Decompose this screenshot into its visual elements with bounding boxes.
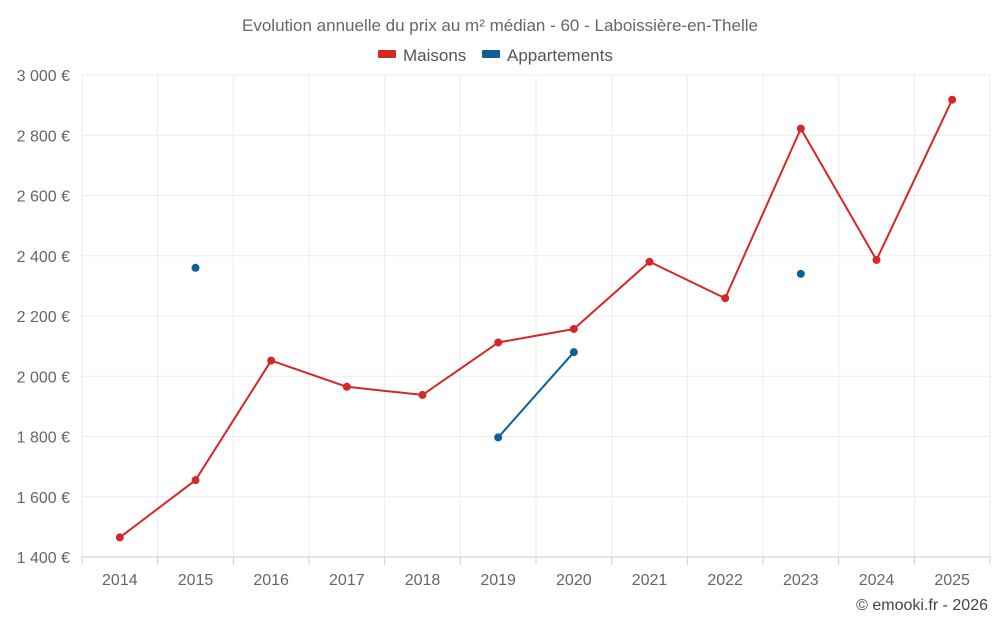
y-tick-label: 1 800 € — [17, 430, 70, 447]
legend-swatch-appartements — [482, 50, 500, 58]
data-point-maisons-2014[interactable] — [115, 533, 124, 542]
x-tick-label: 2014 — [102, 572, 138, 589]
plot-area — [115, 95, 957, 542]
series-line-segment-appartements — [497, 351, 575, 439]
series-line-segment-maisons — [421, 341, 499, 396]
data-point-maisons-2025[interactable] — [948, 95, 957, 104]
x-tick-label: 2015 — [178, 572, 214, 589]
data-point-maisons-2020[interactable] — [569, 324, 578, 333]
data-point-appartements-2023[interactable] — [796, 269, 805, 278]
x-tick-label: 2024 — [859, 572, 895, 589]
series-line-segment-maisons — [497, 327, 575, 344]
y-tick-label: 1 600 € — [17, 490, 70, 507]
data-point-maisons-2015[interactable] — [191, 476, 200, 485]
x-tick-label: 2017 — [329, 572, 365, 589]
series-line-segment-maisons — [724, 128, 802, 299]
y-tick-label: 2 000 € — [17, 369, 70, 386]
series-line-segment-maisons — [875, 99, 954, 261]
legend-swatch-maisons — [378, 50, 396, 58]
y-tick-label: 1 400 € — [17, 550, 70, 567]
data-point-maisons-2016[interactable] — [267, 356, 276, 365]
data-point-maisons-2017[interactable] — [342, 382, 351, 391]
series-line-segment-maisons — [346, 385, 423, 396]
series-line-segment-maisons — [119, 479, 197, 539]
data-point-appartements-2020[interactable] — [569, 348, 578, 357]
data-point-maisons-2019[interactable] — [494, 338, 503, 347]
y-tick-label: 3 000 € — [17, 68, 70, 85]
x-tick-label: 2022 — [707, 572, 743, 589]
data-point-maisons-2023[interactable] — [796, 124, 805, 133]
series-line-segment-maisons — [194, 360, 273, 481]
legend-label-maisons[interactable]: Maisons — [403, 46, 466, 65]
x-tick-label: 2016 — [253, 572, 289, 589]
legend: Maisons Appartements — [378, 46, 613, 65]
grid — [81, 74, 991, 558]
data-point-maisons-2021[interactable] — [645, 257, 654, 266]
series-line-segment-maisons — [270, 359, 348, 388]
x-tick-label: 2020 — [556, 572, 592, 589]
y-tick-label: 2 200 € — [17, 309, 70, 326]
x-axis: 2014 2015 2016 2017 2018 2019 2020 2021 2022 2023… — [81, 556, 991, 589]
legend-label-appartements[interactable]: Appartements — [507, 46, 613, 65]
y-tick-label: 2 600 € — [17, 189, 70, 206]
y-tick-label: 2 400 € — [17, 249, 70, 266]
credit: © emooki.fr - 2026 — [856, 597, 988, 614]
data-point-maisons-2024[interactable] — [872, 255, 881, 264]
chart-title: Evolution annuelle du prix au m² médian … — [242, 16, 758, 35]
data-point-appartements-2019[interactable] — [494, 433, 503, 442]
series-appartements — [191, 263, 805, 442]
x-tick-label: 2021 — [632, 572, 668, 589]
y-tick-label: 2 800 € — [17, 128, 70, 145]
data-point-maisons-2018[interactable] — [418, 390, 427, 399]
series-maisons — [115, 95, 957, 542]
series-line-segment-maisons — [573, 261, 651, 330]
series-line-segment-maisons — [649, 260, 726, 300]
x-tick-label: 2019 — [480, 572, 516, 589]
y-axis: 1 400 € 1 600 € 1 800 € 2 000 € 2 200 € 2 400… — [17, 68, 70, 567]
series-line-segment-maisons — [799, 128, 878, 261]
x-tick-label: 2023 — [783, 572, 819, 589]
data-point-appartements-2015[interactable] — [191, 263, 200, 272]
data-point-maisons-2022[interactable] — [721, 294, 730, 303]
x-tick-label: 2025 — [934, 572, 970, 589]
x-tick-label: 2018 — [405, 572, 441, 589]
